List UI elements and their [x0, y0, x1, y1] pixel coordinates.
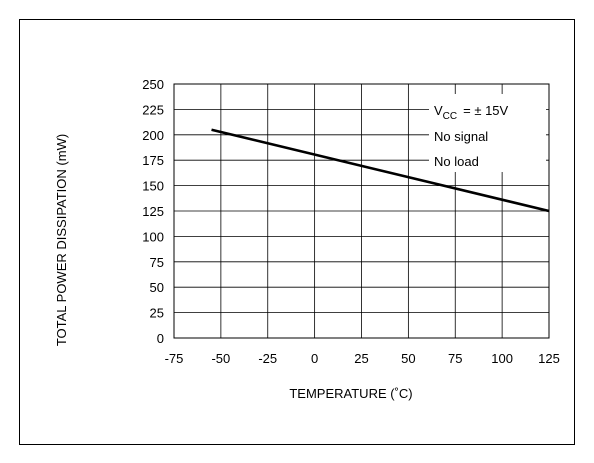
y-tick-label: 225: [142, 102, 164, 117]
x-tick-label: 25: [354, 351, 368, 366]
y-tick-label: 100: [142, 229, 164, 244]
vcc-symbol: V: [434, 103, 443, 118]
figure-frame: [19, 19, 575, 445]
x-tick-label: 75: [448, 351, 462, 366]
x-tick-label: 50: [401, 351, 415, 366]
y-tick-label: 125: [142, 204, 164, 219]
x-tick-label: 125: [538, 351, 560, 366]
vcc-value: = ± 15V: [463, 103, 508, 118]
x-tick-label: -25: [258, 351, 277, 366]
x-axis-title: TEMPERATURE (˚C): [289, 386, 412, 401]
y-tick-label: 175: [142, 153, 164, 168]
conditions-note-vcc: VCC = ± 15V: [434, 103, 509, 122]
y-tick-label: 50: [150, 280, 164, 295]
x-tick-label: 0: [311, 351, 318, 366]
x-tick-label: -50: [211, 351, 230, 366]
x-tick-label: 100: [491, 351, 513, 366]
vcc-subscript: CC: [443, 111, 457, 122]
y-axis-title: TOTAL POWER DISSIPATION (mW): [54, 134, 69, 346]
y-tick-label: 150: [142, 179, 164, 194]
x-tick-labels: -75 -50 -25 0 25 50 75 100 125: [165, 351, 560, 366]
conditions-note-signal: No signal: [434, 129, 488, 144]
x-tick-label: -75: [165, 351, 184, 366]
y-tick-label: 250: [142, 77, 164, 92]
y-tick-labels: 0 25 50 75 100 125 150 175 200 225 250: [142, 77, 164, 346]
series-layer: [211, 128, 550, 213]
y-tick-label: 25: [150, 306, 164, 321]
conditions-note-load: No load: [434, 154, 479, 169]
y-tick-label: 0: [157, 331, 164, 346]
y-tick-label: 200: [142, 128, 164, 143]
y-tick-label: 75: [150, 255, 164, 270]
power-dissipation-line: [211, 128, 550, 213]
conditions-note-box: [429, 94, 546, 172]
